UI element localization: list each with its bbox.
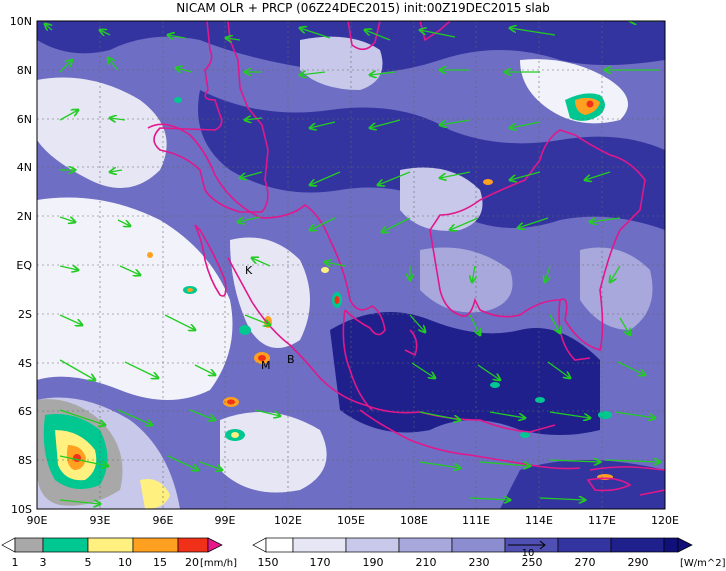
precip-swatch xyxy=(177,537,209,553)
place-label-m: M xyxy=(261,359,271,372)
lat-label: 6N xyxy=(17,113,32,126)
place-label-b: B xyxy=(287,353,295,366)
lon-label: 117E xyxy=(588,514,616,527)
olr-swatch xyxy=(451,537,506,553)
precip-tick: 1 xyxy=(12,556,19,569)
lat-label: 2N xyxy=(17,210,32,223)
olr-swatch xyxy=(265,537,294,553)
olr-swatch xyxy=(677,537,693,553)
precip-tick: 3 xyxy=(40,556,47,569)
lat-label: 2S xyxy=(18,308,32,321)
coastlines xyxy=(147,21,665,496)
precip-swatch xyxy=(207,537,223,553)
precip-tick: 15 xyxy=(153,556,167,569)
olr-swatch xyxy=(610,537,665,553)
latitude-axis: 10N 8N 6N 4N 2N EQ 2S 4S 6S 8S 10S xyxy=(10,15,33,516)
olr-tick: 190 xyxy=(363,556,384,569)
lat-label: 10S xyxy=(11,503,32,516)
longitude-axis: 90E 93E 96E 99E 102E 105E 108E 111E 114E… xyxy=(27,514,679,527)
lon-label: 111E xyxy=(462,514,490,527)
olr-unit: [W/m^2] xyxy=(680,558,726,569)
precip-tick: 10 xyxy=(118,556,132,569)
lon-label: 120E xyxy=(651,514,679,527)
precip-swatch xyxy=(14,537,44,553)
lat-label: 4N xyxy=(17,161,32,174)
place-label-k: K xyxy=(245,264,253,277)
olr-swatch xyxy=(398,537,453,553)
olr-tick: 150 xyxy=(258,556,279,569)
lon-label: 90E xyxy=(27,514,48,527)
precip-swatch xyxy=(132,537,179,553)
olr-tick: 250 xyxy=(522,556,543,569)
lon-label: 102E xyxy=(274,514,302,527)
olr-swatch xyxy=(252,537,267,553)
lat-label: EQ xyxy=(16,259,32,272)
lon-label: 99E xyxy=(215,514,236,527)
lat-lon-grid xyxy=(37,21,665,509)
olr-legend: 150 170 190 210 230 250 270 290 [W/m^2] … xyxy=(252,537,726,569)
olr-swatch xyxy=(663,537,679,553)
precip-swatch xyxy=(87,537,134,553)
olr-swatch xyxy=(557,537,612,553)
olr-field: K B M xyxy=(37,21,665,509)
lon-label: 105E xyxy=(337,514,365,527)
lat-label: 10N xyxy=(10,15,32,28)
precip-tick: 5 xyxy=(85,556,92,569)
olr-swatch xyxy=(292,537,347,553)
olr-tick: 290 xyxy=(628,556,649,569)
precip-unit: [mm/h] xyxy=(200,558,237,569)
olr-tick: 170 xyxy=(310,556,331,569)
map-title: NICAM OLR + PRCP (06Z24DEC2015) init:00Z… xyxy=(176,1,550,15)
olr-tick: 270 xyxy=(575,556,596,569)
reference-vector-label: 10 xyxy=(522,548,535,559)
wind-vectors xyxy=(45,21,660,504)
lat-label: 8S xyxy=(18,454,32,467)
lon-label: 114E xyxy=(525,514,553,527)
reference-vector-arrowhead xyxy=(539,540,546,550)
precip-swatch xyxy=(1,537,16,553)
precip-swatch xyxy=(42,537,89,553)
olr-tick: 230 xyxy=(469,556,490,569)
lon-label: 93E xyxy=(90,514,111,527)
lon-label: 96E xyxy=(153,514,174,527)
olr-swatch xyxy=(345,537,400,553)
precip-tick: 20 xyxy=(185,556,199,569)
precip-legend: 1 3 5 10 15 20 [mm/h] xyxy=(1,537,237,569)
map-frame xyxy=(36,20,666,510)
lat-label: 8N xyxy=(17,64,32,77)
lon-label: 108E xyxy=(400,514,428,527)
lat-label: 4S xyxy=(18,357,32,370)
lat-label: 6S xyxy=(18,405,32,418)
olr-tick: 210 xyxy=(416,556,437,569)
